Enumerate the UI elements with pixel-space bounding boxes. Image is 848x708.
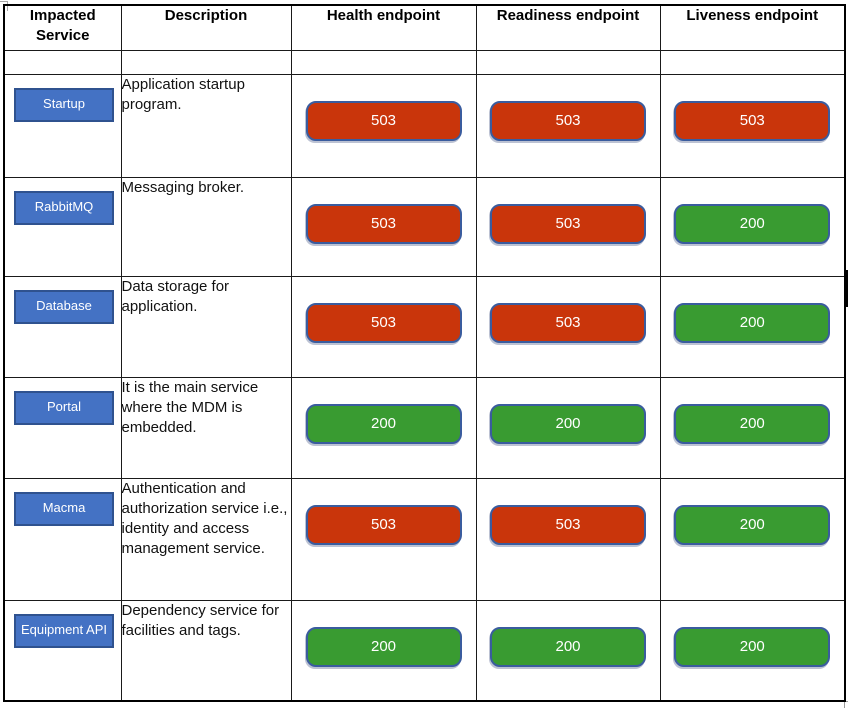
header-liveness-endpoint: Liveness endpoint bbox=[659, 4, 846, 51]
service-cell: Macma bbox=[3, 477, 122, 601]
service-badge-database[interactable]: Database bbox=[14, 289, 114, 324]
status-cell: 200 bbox=[475, 599, 661, 702]
endpoint-status-table: Impacted Service Description Health endp… bbox=[3, 4, 846, 702]
liveness-status-button[interactable]: 200 bbox=[674, 403, 831, 444]
table-resize-handle-icon bbox=[844, 701, 848, 708]
readiness-status-button[interactable]: 503 bbox=[490, 302, 646, 343]
status-cell: 503 bbox=[290, 275, 477, 378]
health-status-button[interactable]: 503 bbox=[305, 504, 462, 545]
status-cell: 503 bbox=[290, 176, 477, 277]
health-status-button[interactable]: 503 bbox=[305, 203, 462, 244]
service-description: Authentication and authorization service… bbox=[120, 477, 292, 601]
readiness-status-button[interactable]: 503 bbox=[490, 203, 646, 244]
empty-cell bbox=[3, 49, 122, 75]
service-description: Data storage for application. bbox=[120, 275, 292, 378]
service-badge-rabbitmq[interactable]: RabbitMQ bbox=[14, 190, 114, 225]
service-badge-startup[interactable]: Startup bbox=[14, 87, 114, 122]
status-cell: 503 bbox=[659, 73, 846, 178]
status-cell: 200 bbox=[659, 599, 846, 702]
spacer-row bbox=[3, 49, 846, 75]
health-status-button[interactable]: 200 bbox=[305, 403, 462, 444]
status-cell: 200 bbox=[475, 376, 661, 479]
service-cell: Portal bbox=[3, 376, 122, 479]
service-cell: Equipment API bbox=[3, 599, 122, 702]
readiness-status-button[interactable]: 503 bbox=[490, 100, 646, 141]
status-cell: 200 bbox=[659, 477, 846, 601]
status-cell: 503 bbox=[475, 73, 661, 178]
table-row-startup: Startup Application startup program. 503… bbox=[3, 73, 846, 178]
status-cell: 503 bbox=[475, 176, 661, 277]
service-description: It is the main service where the MDM is … bbox=[120, 376, 292, 479]
service-badge-equipment-api[interactable]: Equipment API bbox=[14, 613, 114, 648]
empty-cell bbox=[475, 49, 661, 75]
liveness-status-button[interactable]: 200 bbox=[674, 504, 831, 545]
readiness-status-button[interactable]: 200 bbox=[490, 403, 646, 444]
status-cell: 503 bbox=[290, 73, 477, 178]
table-row-portal: Portal It is the main service where the … bbox=[3, 376, 846, 479]
status-cell: 503 bbox=[290, 477, 477, 601]
liveness-status-button[interactable]: 200 bbox=[674, 203, 831, 244]
service-cell: Startup bbox=[3, 73, 122, 178]
service-description: Dependency service for facilities and ta… bbox=[120, 599, 292, 702]
status-cell: 200 bbox=[659, 376, 846, 479]
liveness-status-button[interactable]: 200 bbox=[674, 626, 831, 667]
status-cell: 200 bbox=[659, 176, 846, 277]
table-row-database: Database Data storage for application. 5… bbox=[3, 275, 846, 378]
header-impacted-service: Impacted Service bbox=[3, 4, 122, 51]
table-header-row: Impacted Service Description Health endp… bbox=[3, 4, 846, 51]
status-cell: 200 bbox=[659, 275, 846, 378]
readiness-status-button[interactable]: 200 bbox=[490, 626, 646, 667]
readiness-status-button[interactable]: 503 bbox=[490, 504, 646, 545]
empty-cell bbox=[120, 49, 292, 75]
service-badge-macma[interactable]: Macma bbox=[14, 491, 114, 526]
service-description: Application startup program. bbox=[120, 73, 292, 178]
table-row-macma: Macma Authentication and authorization s… bbox=[3, 477, 846, 601]
service-cell: Database bbox=[3, 275, 122, 378]
health-status-button[interactable]: 503 bbox=[305, 100, 462, 141]
liveness-status-button[interactable]: 503 bbox=[674, 100, 831, 141]
service-description: Messaging broker. bbox=[120, 176, 292, 277]
right-edge-mark bbox=[845, 270, 848, 307]
health-status-button[interactable]: 503 bbox=[305, 302, 462, 343]
health-status-button[interactable]: 200 bbox=[305, 626, 462, 667]
service-badge-portal[interactable]: Portal bbox=[14, 390, 114, 425]
empty-cell bbox=[659, 49, 846, 75]
liveness-status-button[interactable]: 200 bbox=[674, 302, 831, 343]
table-row-equipment-api: Equipment API Dependency service for fac… bbox=[3, 599, 846, 702]
empty-cell bbox=[290, 49, 477, 75]
status-cell: 200 bbox=[290, 376, 477, 479]
status-cell: 503 bbox=[475, 275, 661, 378]
header-readiness-endpoint: Readiness endpoint bbox=[475, 4, 661, 51]
table-row-rabbitmq: RabbitMQ Messaging broker. 503 503 200 bbox=[3, 176, 846, 277]
header-health-endpoint: Health endpoint bbox=[290, 4, 477, 51]
header-description: Description bbox=[120, 4, 292, 51]
status-cell: 200 bbox=[290, 599, 477, 702]
service-cell: RabbitMQ bbox=[3, 176, 122, 277]
status-cell: 503 bbox=[475, 477, 661, 601]
